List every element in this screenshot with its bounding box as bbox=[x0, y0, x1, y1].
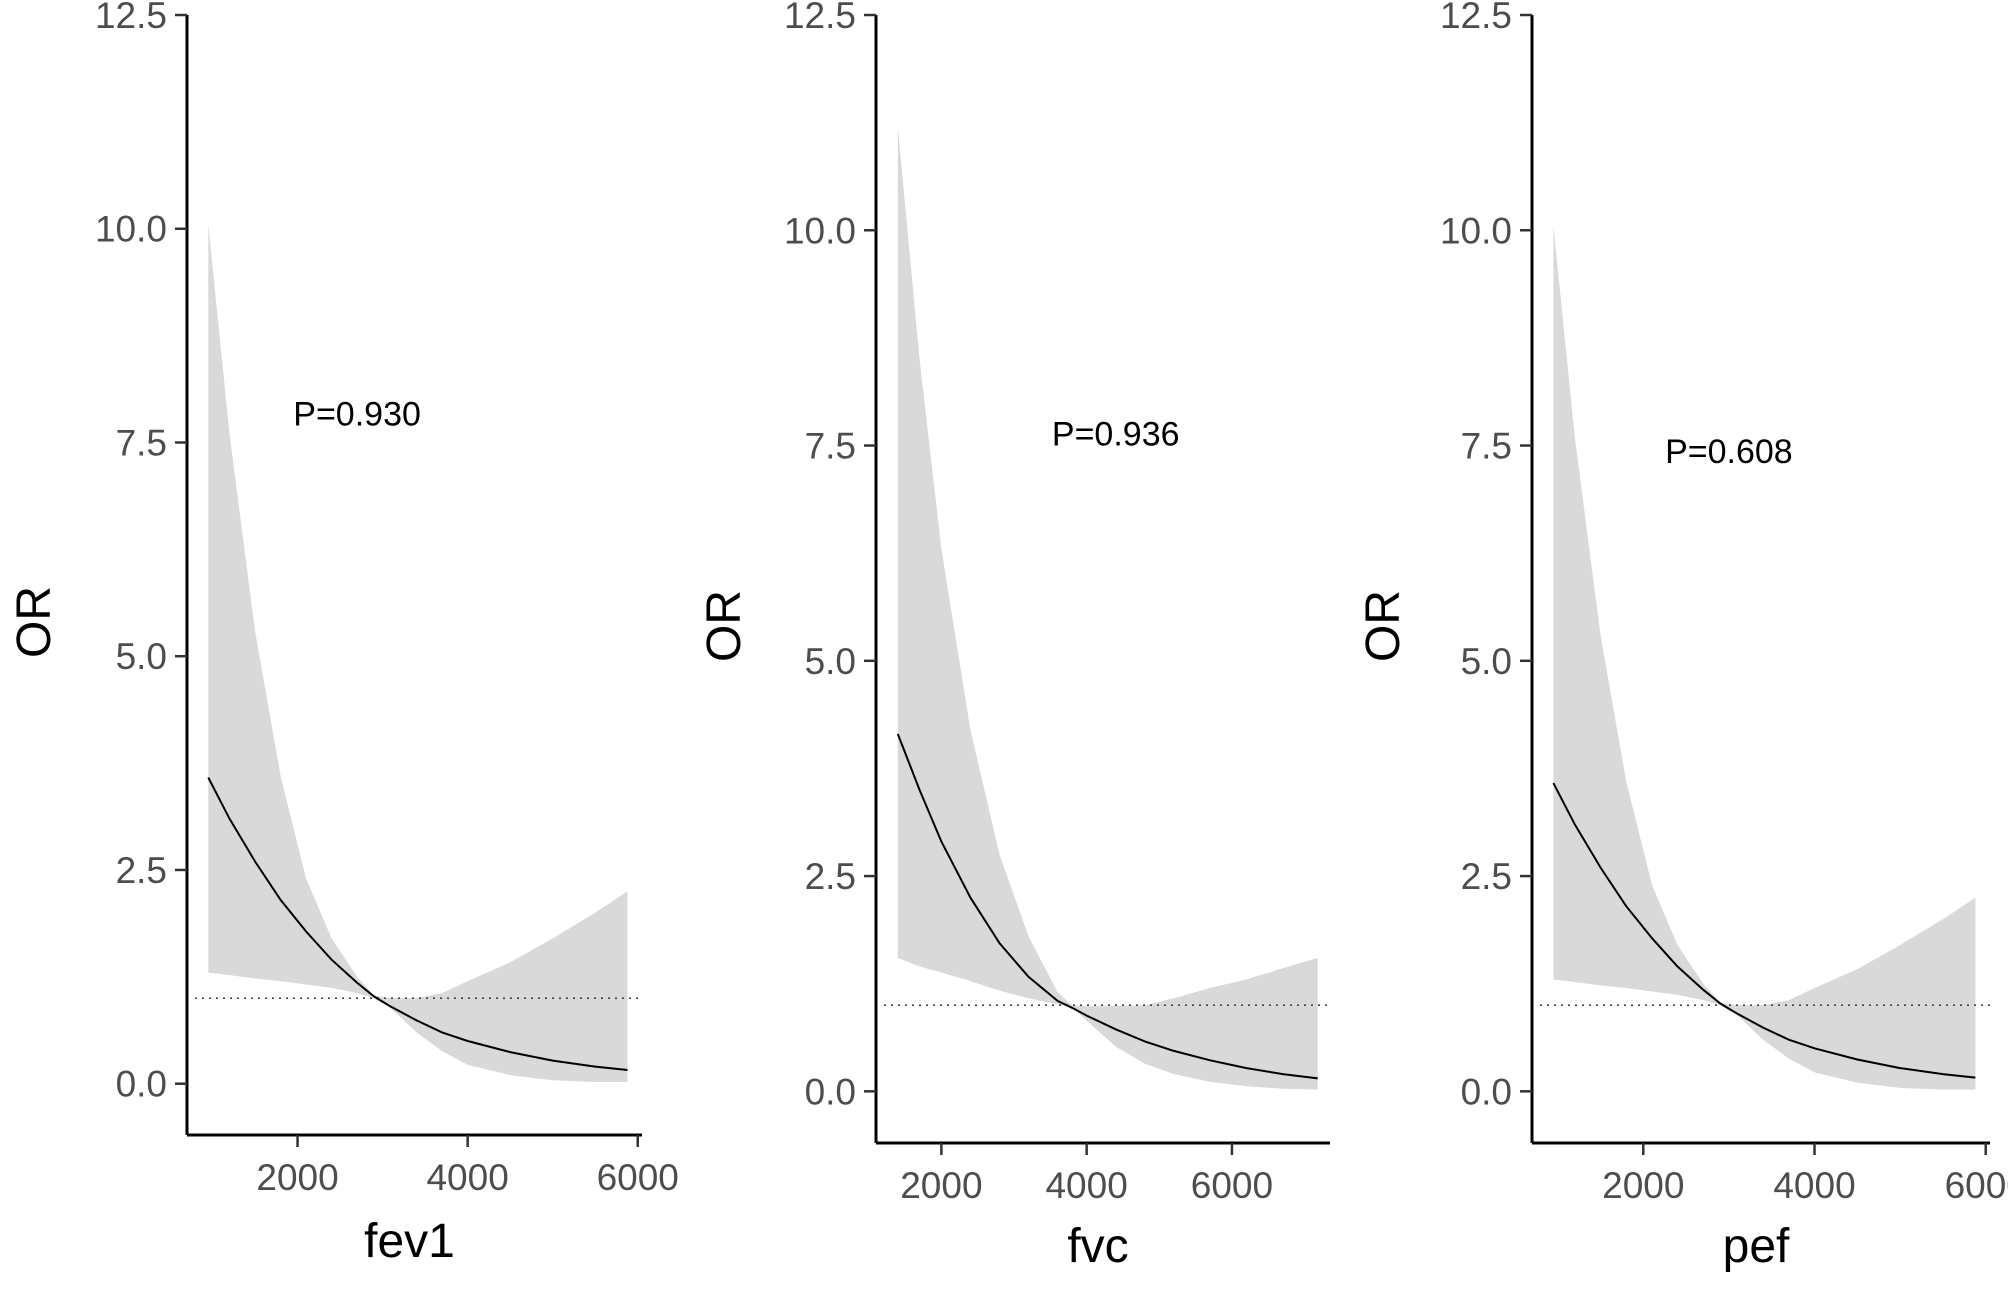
x-axis-title: fev1 bbox=[364, 1215, 455, 1268]
x-axis-title: fvc bbox=[1067, 1220, 1128, 1273]
y-tick-label: 2.5 bbox=[1461, 856, 1512, 897]
x-tick-label: 6000 bbox=[1191, 1165, 1273, 1206]
x-tick-label: 2000 bbox=[256, 1157, 338, 1198]
panel-fev1: 0.0 2.5 5.0 7.5 10.0 12.5 2000 4000 6000 OR fev1 P=… bbox=[8, 0, 679, 1268]
x-tick-label: 6000 bbox=[597, 1157, 679, 1198]
y-tick-label: 7.5 bbox=[116, 422, 167, 463]
y-tick-label: 7.5 bbox=[1461, 426, 1512, 467]
y-tick-label: 12.5 bbox=[95, 0, 167, 36]
y-tick-label: 0.0 bbox=[116, 1064, 167, 1105]
y-tick-label: 0.0 bbox=[805, 1071, 856, 1112]
x-tick-label: 4000 bbox=[1045, 1165, 1127, 1206]
x-axis-title: pef bbox=[1723, 1220, 1790, 1273]
y-tick-label: 2.5 bbox=[116, 850, 167, 891]
p-value-annotation: P=0.608 bbox=[1665, 433, 1793, 471]
y-tick-label: 12.5 bbox=[784, 0, 856, 36]
fitted-curve bbox=[207, 777, 628, 1071]
y-axis-title: OR bbox=[1357, 590, 1410, 662]
confidence-band bbox=[208, 224, 628, 1082]
panel-pef: 0.0 2.5 5.0 7.5 10.0 12.5 2000 4000 6000 OR pef P=0… bbox=[1357, 0, 2008, 1273]
y-tick-label: 10.0 bbox=[784, 210, 856, 251]
confidence-band bbox=[897, 126, 1318, 1090]
x-tick-label: 4000 bbox=[1773, 1165, 1855, 1206]
panel-fvc: 0.0 2.5 5.0 7.5 10.0 12.5 2000 4000 6000 OR fvc P=0… bbox=[698, 0, 1330, 1273]
y-tick-label: 5.0 bbox=[1461, 641, 1512, 682]
p-value-annotation: P=0.930 bbox=[293, 395, 421, 433]
fitted-curve bbox=[1552, 782, 1976, 1079]
y-tick-label: 12.5 bbox=[1440, 0, 1512, 36]
fitted-curve bbox=[896, 733, 1318, 1080]
y-tick-label: 5.0 bbox=[805, 641, 856, 682]
y-tick-label: 5.0 bbox=[116, 636, 167, 677]
y-axis-title: OR bbox=[698, 590, 751, 662]
confidence-band bbox=[1553, 226, 1976, 1090]
p-value-annotation: P=0.936 bbox=[1052, 416, 1180, 454]
y-tick-label: 10.0 bbox=[1440, 210, 1512, 251]
x-tick-label: 6000 bbox=[1945, 1165, 2008, 1206]
y-tick-label: 10.0 bbox=[95, 209, 167, 250]
y-tick-label: 7.5 bbox=[805, 426, 856, 467]
y-tick-label: 0.0 bbox=[1461, 1071, 1512, 1112]
x-tick-label: 2000 bbox=[900, 1165, 982, 1206]
x-tick-label: 2000 bbox=[1602, 1165, 1684, 1206]
y-axis-title: OR bbox=[8, 586, 61, 658]
x-tick-label: 4000 bbox=[426, 1157, 508, 1198]
y-tick-label: 2.5 bbox=[805, 856, 856, 897]
